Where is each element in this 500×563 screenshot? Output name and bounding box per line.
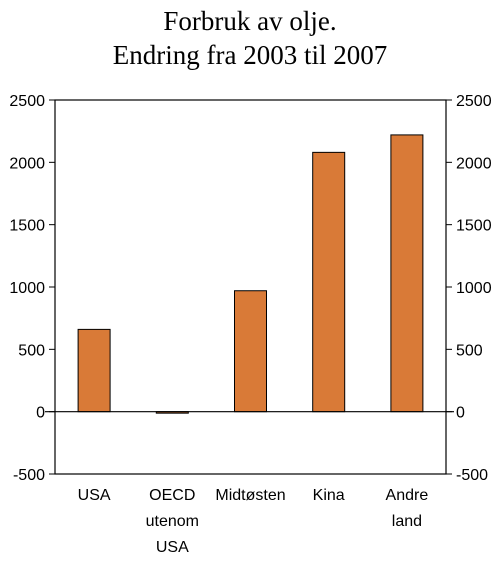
left-tick-label-5: 2000	[9, 155, 45, 172]
plot-border	[54, 99, 447, 475]
left-tick-label-6: 2500	[9, 93, 45, 110]
right-tick-label-3: 1000	[456, 280, 492, 297]
category-label-2-0: Midtøsten	[215, 487, 285, 504]
category-labels: USA OECD utenom USA Midtøsten Kina Andre land	[78, 487, 429, 556]
category-label-4-0: Andre	[386, 487, 429, 504]
bar-4	[390, 134, 424, 413]
left-tick-label-1: 0	[36, 405, 45, 422]
right-tick-label-2: 500	[456, 342, 483, 359]
left-axis: -500 0 500 1000 1500 2000 2500	[9, 93, 55, 484]
bar-0	[77, 328, 111, 413]
right-axis: -500 0 500 1000 1500 2000 2500	[446, 93, 492, 484]
bar-3	[312, 151, 346, 413]
right-tick-label-6: 2500	[456, 93, 492, 110]
right-tick-label-4: 1500	[456, 218, 492, 235]
bars	[77, 134, 424, 414]
right-tick-label-1: 0	[456, 405, 465, 422]
right-tick-label-0: -500	[456, 467, 488, 484]
category-label-0-0: USA	[78, 487, 111, 504]
category-label-3-0: Kina	[313, 487, 345, 504]
category-label-1-2: USA	[156, 539, 189, 556]
right-tick-label-5: 2000	[456, 155, 492, 172]
chart-title-line-1: Forbruk av olje.	[163, 6, 337, 36]
left-tick-label-2: 500	[18, 342, 45, 359]
chart-title: Forbruk av olje. Endring fra 2003 til 20…	[0, 4, 500, 72]
plot-frame	[54, 99, 447, 475]
bar-2	[234, 290, 267, 413]
chart-title-line-2: Endring fra 2003 til 2007	[112, 40, 388, 70]
category-label-4-1: land	[392, 513, 422, 530]
category-label-1-0: OECD	[149, 487, 195, 504]
left-tick-label-3: 1000	[9, 280, 45, 297]
category-label-1-1: utenom	[146, 513, 199, 530]
left-tick-label-4: 1500	[9, 218, 45, 235]
left-tick-label-0: -500	[13, 467, 45, 484]
